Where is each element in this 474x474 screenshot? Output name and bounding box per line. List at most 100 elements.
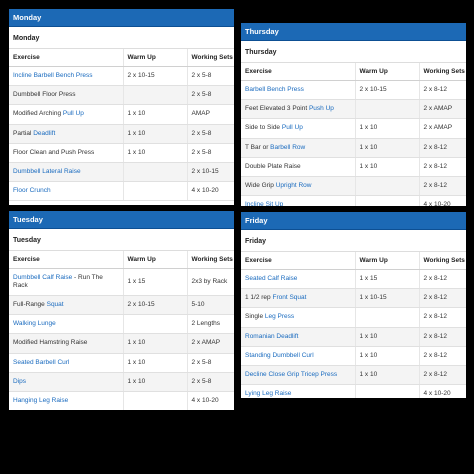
table-row: Floor Clean and Push Press 1 x 10 2 x 5-8 bbox=[9, 143, 234, 163]
working-sets-cell: 2 x AMAP bbox=[418, 118, 466, 139]
exercise-link[interactable]: Dips bbox=[13, 377, 27, 385]
warmup-cell: 1 x 10 bbox=[122, 353, 187, 373]
exercise-link[interactable]: Incline Sit Up bbox=[245, 201, 284, 206]
table-row: Dumbbell Lateral Raise 2 x 10-15 bbox=[9, 162, 234, 183]
exercise-text: 1 1/2 rep bbox=[245, 294, 273, 302]
working-sets-cell: 2 x 5-8 bbox=[186, 372, 234, 392]
workout-table: Exercise Warm Up Working Sets Incline Ba… bbox=[9, 49, 234, 202]
exercise-text: Full-Range bbox=[13, 301, 47, 309]
day-title: Monday bbox=[9, 30, 234, 49]
table-row: Side to Side Pull Up 1 x 10 2 x AMAP bbox=[241, 118, 466, 139]
working-sets-cell: 2 x 5-8 bbox=[186, 353, 234, 373]
exercise-cell: Dumbbell Floor Press bbox=[9, 85, 123, 106]
table-row: 1 1/2 rep Front Squat 1 x 10-15 2 x 8-12 bbox=[241, 288, 466, 309]
working-sets-cell: 2 x 8-12 bbox=[418, 327, 466, 347]
exercise-link[interactable]: Dumbbell Calf Raise bbox=[13, 274, 73, 281]
warmup-cell bbox=[122, 85, 187, 106]
table-row: Seated Barbell Curl 1 x 10 2 x 5-8 bbox=[9, 353, 234, 373]
col-header-exercise: Exercise bbox=[241, 63, 355, 81]
working-sets-cell: 4 x 10-20 bbox=[418, 195, 466, 206]
table-row: Dumbbell Floor Press 2 x 5-8 bbox=[9, 85, 234, 106]
exercise-link[interactable]: Seated Calf Raise bbox=[245, 275, 298, 283]
exercise-link[interactable]: Standing Dumbbell Curl bbox=[245, 351, 314, 359]
exercise-link[interactable]: Push Up bbox=[308, 105, 334, 113]
table-row: Barbell Bench Press 2 x 10-15 2 x 8-12 bbox=[241, 80, 466, 101]
working-sets-cell: 2 x AMAP bbox=[186, 333, 234, 354]
table-row: Full-Range Squat 2 x 10-15 5-10 bbox=[9, 295, 234, 316]
exercise-cell: Dumbbell Calf Raise - Run The Rack bbox=[9, 268, 123, 296]
table-row: Hanging Leg Raise 4 x 10-20 bbox=[9, 391, 234, 410]
exercise-text: Feet Elevated 3 Point bbox=[245, 105, 309, 113]
exercise-link[interactable]: Walking Lunge bbox=[13, 320, 56, 328]
exercise-link[interactable]: Floor Crunch bbox=[13, 187, 51, 195]
thursday-panel: Thursday Thursday Exercise Warm Up Worki… bbox=[241, 23, 466, 206]
table-row: Single Leg Press 2 x 8-12 bbox=[241, 307, 466, 328]
exercise-link[interactable]: Front Squat bbox=[272, 294, 307, 302]
table-row: Dips 1 x 10 2 x 5-8 bbox=[9, 372, 234, 392]
exercise-cell: Modified Arching Pull Up bbox=[9, 104, 123, 125]
warmup-cell: 2 x 10-15 bbox=[122, 66, 187, 87]
exercise-cell: Single Leg Press bbox=[241, 307, 355, 328]
working-sets-cell: 2x3 by Rack bbox=[186, 268, 234, 296]
exercise-text: - Run The Rack bbox=[13, 274, 103, 289]
workout-table: Exercise Warm Up Working Sets Dumbbell C… bbox=[9, 251, 234, 410]
exercise-cell: Barbell Bench Press bbox=[241, 80, 355, 101]
friday-panel: Friday Friday Exercise Warm Up Working S… bbox=[241, 212, 466, 398]
working-sets-cell: 2 x 5-8 bbox=[186, 124, 234, 144]
panel-header-band: Monday bbox=[9, 9, 234, 26]
exercise-link[interactable]: Incline Barbell Bench Press bbox=[13, 72, 93, 80]
warmup-cell: 2 x 10-15 bbox=[122, 295, 187, 316]
working-sets-cell: 2 x 8-12 bbox=[418, 269, 466, 290]
exercise-link[interactable]: Pull Up bbox=[62, 110, 84, 118]
warmup-cell bbox=[354, 99, 419, 120]
panel-header-band: Friday bbox=[241, 212, 466, 229]
warmup-cell bbox=[122, 391, 187, 410]
warmup-cell: 1 x 15 bbox=[122, 268, 187, 296]
exercise-cell: Lying Leg Raise bbox=[241, 384, 355, 398]
monday-panel: Monday Monday Exercise Warm Up Working S… bbox=[9, 9, 234, 205]
exercise-cell: Feet Elevated 3 Point Push Up bbox=[241, 99, 355, 120]
working-sets-cell: 5-10 bbox=[186, 295, 234, 316]
warmup-cell: 1 x 10 bbox=[354, 138, 419, 158]
exercise-cell: Floor Clean and Push Press bbox=[9, 143, 123, 163]
table-row: Floor Crunch 4 x 10-20 bbox=[9, 181, 234, 202]
table-row: Dumbbell Calf Raise - Run The Rack 1 x 15… bbox=[9, 268, 234, 296]
exercise-text: T Bar or bbox=[245, 143, 271, 151]
exercise-text: Modified Hamstring Raise bbox=[13, 339, 88, 347]
working-sets-cell: 4 x 10-20 bbox=[186, 391, 234, 410]
exercise-link[interactable]: Barbell Bench Press bbox=[245, 86, 304, 94]
exercise-link[interactable]: Decline Close Grip Tricep Press bbox=[245, 371, 338, 379]
exercise-link[interactable]: Pull Up bbox=[281, 124, 303, 132]
exercise-link[interactable]: Lying Leg Raise bbox=[245, 390, 292, 398]
divider bbox=[9, 26, 234, 30]
warmup-cell bbox=[354, 307, 419, 328]
warmup-cell: 1 x 10 bbox=[122, 333, 187, 354]
table-row: Walking Lunge 2 Lengths bbox=[9, 314, 234, 335]
exercise-cell: Walking Lunge bbox=[9, 314, 123, 335]
exercise-link[interactable]: Romanian Deadlift bbox=[245, 332, 299, 340]
exercise-link[interactable]: Deadlift bbox=[33, 129, 56, 137]
warmup-cell: 1 x 10 bbox=[354, 327, 419, 347]
exercise-cell: Double Plate Raise bbox=[241, 157, 355, 177]
exercise-link[interactable]: Upright Row bbox=[275, 182, 312, 190]
exercise-cell: Incline Barbell Bench Press bbox=[9, 66, 123, 87]
col-header-working-sets: Working Sets bbox=[418, 252, 466, 270]
day-title: Friday bbox=[241, 233, 466, 252]
warmup-cell: 1 x 10 bbox=[354, 157, 419, 177]
exercise-link[interactable]: Barbell Row bbox=[270, 143, 306, 151]
warmup-cell bbox=[354, 195, 419, 206]
warmup-cell: 1 x 10 bbox=[122, 104, 187, 125]
working-sets-cell: 2 x 8-12 bbox=[418, 346, 466, 366]
exercise-link[interactable]: Squat bbox=[46, 301, 64, 309]
exercise-cell: Wide Grip Upright Row bbox=[241, 176, 355, 197]
exercise-link[interactable]: Seated Barbell Curl bbox=[13, 358, 70, 366]
day-title: Tuesday bbox=[9, 232, 234, 251]
exercise-link[interactable]: Dumbbell Lateral Raise bbox=[13, 168, 81, 176]
divider bbox=[241, 229, 466, 233]
exercise-link[interactable]: Hanging Leg Raise bbox=[13, 397, 69, 405]
working-sets-cell: AMAP bbox=[186, 104, 234, 125]
exercise-link[interactable]: Leg Press bbox=[264, 313, 295, 321]
working-sets-cell: 2 x 5-8 bbox=[186, 85, 234, 106]
warmup-cell: 2 x 10-15 bbox=[354, 80, 419, 101]
col-header-warmup: Warm Up bbox=[122, 49, 187, 67]
